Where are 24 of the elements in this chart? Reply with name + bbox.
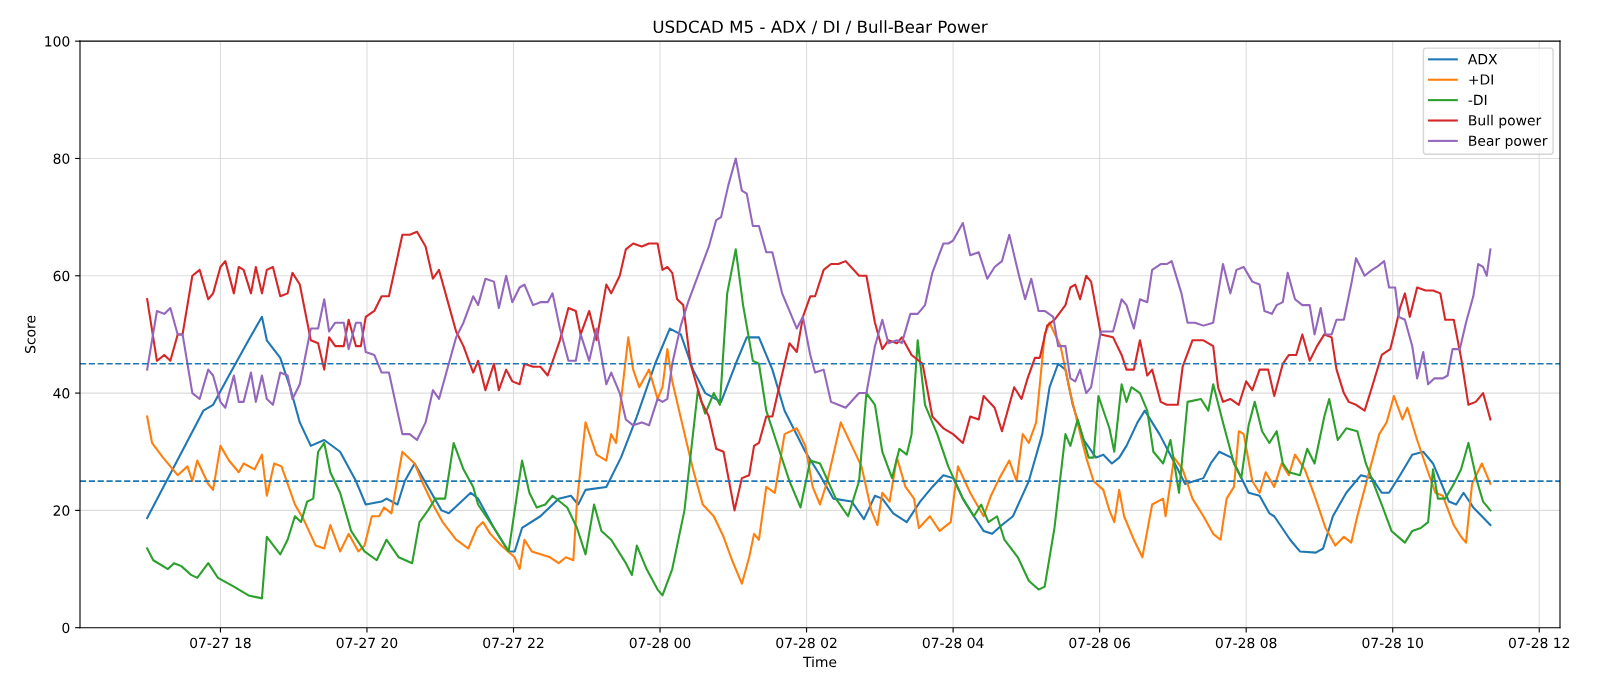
x-tick-label: 07-27 22 (483, 637, 544, 649)
x-tick-label: 07-27 20 (336, 637, 398, 649)
y-tick-label: 100 (45, 36, 70, 47)
legend-label: Bear power (1469, 135, 1548, 149)
y-tick-label: 80 (53, 153, 70, 164)
x-tick-label: 07-27 18 (190, 637, 251, 649)
x-tick-label: 07-28 12 (1508, 637, 1570, 649)
legend-label: ADX (1467, 54, 1498, 65)
x-tick-label: 07-28 08 (1215, 637, 1277, 649)
x-tick-label: 07-28 06 (1069, 637, 1130, 649)
legend-label: -DI (1468, 94, 1487, 105)
x-tick-label: 07-28 00 (629, 637, 691, 649)
legend-label: Bull power (1469, 114, 1542, 129)
x-axis-title: Time (802, 656, 837, 668)
x-tick-label: 07-28 04 (922, 637, 984, 649)
x-tick-label: 07-28 02 (776, 637, 837, 649)
y-axis-title: Score (25, 315, 36, 353)
legend-label: +DI (1469, 74, 1493, 85)
y-tick-label: 20 (53, 505, 70, 516)
x-tick-label: 07-28 10 (1362, 637, 1424, 649)
y-tick-label: 60 (53, 270, 70, 282)
chart-title: USDCAD M5 - ADX / DI / Bull-Bear Power (653, 20, 988, 35)
y-tick-label: 40 (53, 388, 70, 399)
y-tick-label: 0 (62, 622, 70, 634)
